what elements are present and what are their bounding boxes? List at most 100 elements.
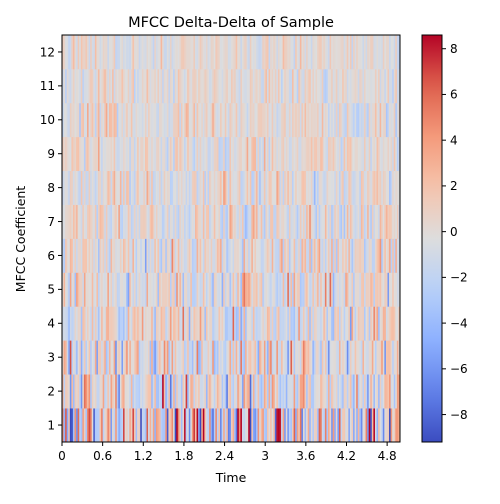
heatmap-cell	[126, 68, 129, 104]
heatmap-cell	[238, 340, 241, 375]
heatmap-cell	[227, 408, 230, 443]
heatmap-cell	[157, 272, 160, 307]
heatmap-cell	[201, 102, 204, 138]
heatmap-cell	[191, 374, 194, 409]
heatmap-cell	[254, 68, 257, 104]
heatmap-cell	[91, 374, 94, 409]
heatmap-cell	[123, 374, 125, 409]
heatmap-cell	[163, 136, 166, 172]
heatmap-cell	[364, 374, 366, 409]
heatmap-cell	[318, 102, 321, 138]
heatmap-cell	[207, 408, 210, 443]
heatmap-cell	[137, 238, 140, 273]
heatmap-cell	[174, 136, 177, 172]
heatmap-cell	[140, 408, 143, 443]
heatmap-cell	[151, 68, 154, 104]
heatmap-cell	[79, 35, 82, 70]
heatmap-cell	[65, 408, 68, 443]
heatmap-cell	[166, 102, 169, 138]
heatmap-cell	[276, 68, 279, 104]
heatmap-cell	[270, 408, 273, 443]
heatmap-cell	[240, 170, 243, 205]
heatmap-cell	[315, 408, 318, 443]
heatmap-cell	[276, 272, 279, 307]
heatmap-cell	[329, 340, 332, 375]
heatmap-cell	[182, 204, 185, 239]
heatmap-cell	[362, 204, 365, 239]
heatmap-cell	[273, 408, 276, 443]
heatmap-cell	[99, 204, 102, 239]
heatmap-cell	[126, 136, 129, 172]
heatmap-cell	[259, 238, 262, 273]
heatmap-cell	[210, 306, 213, 341]
heatmap-cell	[301, 408, 304, 443]
heatmap-cell	[360, 35, 363, 70]
heatmap-cell	[281, 340, 283, 375]
heatmap-cell	[273, 204, 276, 239]
heatmap-cell	[234, 102, 237, 138]
heatmap-cell	[348, 306, 351, 341]
heatmap-cell	[91, 238, 94, 273]
heatmap-cell	[284, 170, 287, 205]
heatmap-cell	[304, 272, 307, 307]
heatmap-cell	[118, 306, 121, 341]
heatmap-cell	[190, 35, 193, 70]
heatmap-cell	[338, 238, 341, 273]
heatmap-cell	[212, 238, 215, 273]
heatmap-cell	[99, 272, 102, 307]
heatmap-cell	[312, 306, 315, 341]
heatmap-cell	[185, 272, 188, 307]
heatmap-cell	[260, 204, 263, 239]
heatmap-cell	[83, 238, 86, 273]
heatmap-cell	[345, 340, 348, 375]
heatmap-cell	[198, 306, 201, 341]
heatmap-cell	[133, 340, 136, 375]
heatmap-cell	[182, 272, 185, 307]
heatmap-cell	[204, 35, 207, 70]
heatmap-cell	[79, 170, 82, 205]
heatmap-cell	[180, 170, 183, 205]
heatmap-cell	[91, 408, 94, 443]
heatmap-cell	[188, 374, 191, 409]
heatmap-cell	[287, 136, 290, 172]
heatmap-cell	[266, 340, 269, 375]
heatmap-cell	[90, 306, 93, 341]
heatmap-cell	[279, 238, 282, 273]
heatmap-cell	[159, 340, 161, 375]
heatmap-cell	[213, 272, 216, 307]
heatmap-cell	[107, 272, 110, 307]
heatmap-cell	[304, 340, 307, 375]
heatmap-cell	[99, 408, 102, 443]
heatmap-cell	[201, 136, 204, 172]
heatmap-cell	[187, 68, 190, 104]
heatmap-cell	[335, 340, 338, 375]
heatmap-cell	[69, 68, 72, 104]
heatmap-cell	[256, 306, 258, 341]
heatmap-cell	[395, 102, 398, 138]
heatmap-cell	[374, 374, 377, 409]
heatmap-cell	[235, 238, 238, 273]
heatmap-cell	[345, 170, 348, 205]
x-tick-label: 4.2	[337, 449, 356, 463]
heatmap-cell	[390, 68, 393, 104]
heatmap-cell	[395, 204, 398, 239]
heatmap-cell	[295, 35, 298, 70]
heatmap-cell	[343, 136, 346, 172]
heatmap-cell	[343, 35, 346, 70]
heatmap-cell	[370, 102, 373, 138]
heatmap-cell	[94, 374, 97, 409]
heatmap-cell	[62, 136, 64, 172]
heatmap-cell	[249, 170, 252, 205]
heatmap-cell	[243, 340, 246, 375]
heatmap-cell	[284, 272, 287, 307]
heatmap-cell	[376, 306, 379, 341]
heatmap-cell	[356, 204, 359, 239]
heatmap-cell	[326, 408, 329, 443]
heatmap-cell	[360, 408, 363, 443]
heatmap-cell	[63, 204, 66, 239]
heatmap-cell	[124, 306, 127, 341]
heatmap-cell	[345, 68, 348, 104]
heatmap-cell	[129, 204, 132, 239]
heatmap-cell	[94, 170, 97, 205]
heatmap-cell	[177, 35, 180, 70]
